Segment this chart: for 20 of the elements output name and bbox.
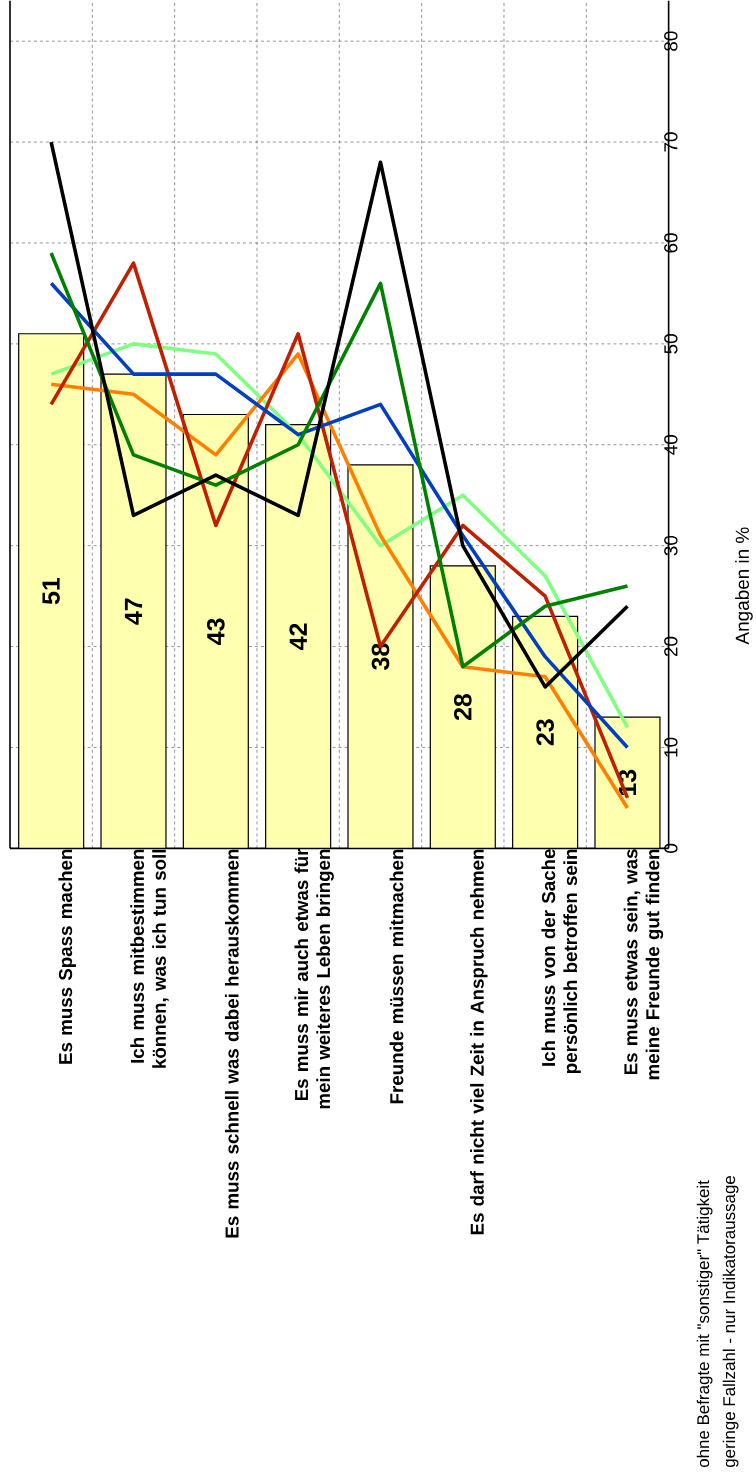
y-tick-label: 70	[664, 132, 678, 152]
y-axis-title: Angaben in %	[735, 527, 753, 645]
x-tick-label: Es darf nicht viel Zeit in Anspruch nehmen	[470, 849, 488, 1235]
y-tick-label: 60	[664, 233, 678, 253]
text: geringe Fallzahl - nur Indikatoraussage	[722, 1175, 739, 1468]
data-label: 28	[453, 694, 472, 721]
data-label: 47	[124, 598, 143, 625]
data-label: 38	[371, 643, 390, 670]
data-label: 43	[206, 618, 225, 645]
x-tick-label: Ich muss von der Sache persönlich betroffen sein	[541, 849, 581, 1074]
x-tick-label: Freunde müssen mitmachen	[389, 849, 404, 1104]
y-tick-label: 80	[664, 31, 678, 51]
data-label: 23	[536, 719, 554, 746]
x-tick-label: Es muss schnell was dabei herauskommen	[224, 849, 239, 1238]
data-label: 42	[289, 623, 307, 650]
x-tick-label: Es muss Spass machen	[58, 849, 76, 1064]
text: ohne Befragte mit "sonstiger" Tätigkeit	[696, 1180, 713, 1468]
x-tick-label: Ich muss mitbestimmen können, was ich tun soll	[130, 849, 169, 1068]
data-label: 51	[42, 577, 60, 605]
x-tick-label: Es muss mir auch etwas für mein weiteres Leben bringen	[294, 848, 334, 1109]
